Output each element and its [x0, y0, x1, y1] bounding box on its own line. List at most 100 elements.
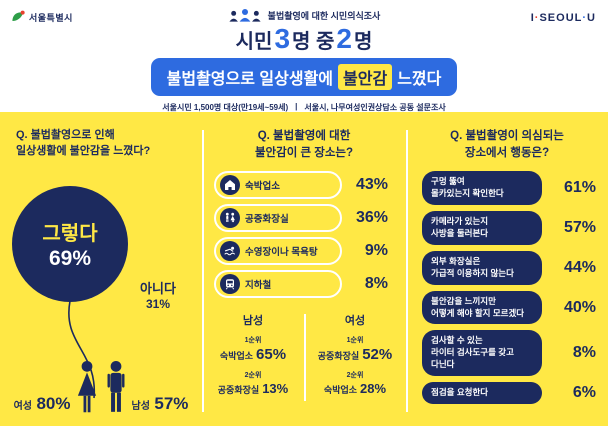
behavior-value: 44%	[563, 258, 596, 276]
headline-number-3: 3	[274, 23, 291, 54]
behavior-pill: 외부 화장실은 가급적 이용하지 않는다	[422, 250, 542, 285]
rank-value: 13%	[262, 381, 289, 397]
rank-tag: 2순위	[244, 372, 262, 380]
behavior-row: 검사할 수 있는 라이터 검사도구를 갖고 다닌다 8%	[422, 330, 596, 377]
behavior-value: 8%	[572, 344, 596, 362]
headline-suffix: 명	[353, 31, 373, 53]
survey-subtitle: 서울시민 1,500명 대상(만19세~59세) | 서울시, 나무여성인권상담…	[0, 102, 608, 113]
rank-tag: 2순위	[346, 372, 364, 380]
behavior-value: 61%	[563, 179, 596, 197]
rank-tag: 1순위	[346, 337, 364, 345]
survey-label: 불법촬영에 대한 시민의식조사	[267, 11, 381, 21]
place-label: 지하철	[245, 280, 272, 292]
headline-number-2: 2	[336, 23, 352, 54]
male-header: 남성	[242, 315, 264, 328]
question-2: Q. 불법촬영에 대한 불안감이 큰 장소는?	[254, 130, 354, 159]
place-pill: 숙박업소	[214, 171, 342, 200]
headline-prefix: 시민	[235, 31, 273, 53]
place-pill: 수영장이나 목욕탕	[214, 237, 342, 266]
male-breakdown: 남성 1순위 숙박업소 65% 2순위 공중화장실 13%	[202, 312, 304, 403]
iseoulu-u: U	[587, 12, 596, 24]
rank-label: 숙박업소	[323, 385, 358, 396]
subway-icon	[220, 274, 240, 295]
question-1: Q. 불법촬영으로 인해 일상생활에 불안감을 느꼈다?	[16, 129, 151, 157]
female-figure-icon	[77, 360, 96, 413]
female-stat: 여성 80%	[14, 394, 71, 416]
behavior-pill: 점검을 요청한다	[422, 382, 542, 405]
gender-divider	[304, 314, 306, 402]
iseoulu-dot-red: ·	[534, 12, 540, 24]
behavior-row: 구멍 뚫여 몰카있는지 확인한다 61%	[422, 171, 596, 206]
subtitle-divider: |	[295, 102, 298, 111]
column-divider-2	[406, 130, 408, 412]
male-stat: 남성 57%	[132, 394, 189, 416]
behavior-pill: 구멍 뚫여 몰카있는지 확인한다	[422, 171, 542, 206]
male-rank-1: 1순위 숙박업소 65%	[202, 335, 304, 363]
headline-mid: 명 중	[292, 31, 335, 53]
section-anxiety-places: Q. 불법촬영에 대한 불안감이 큰 장소는? 숙박업소 43%	[202, 112, 406, 426]
iseoulu-seoul: SEOUL	[539, 12, 583, 24]
yes-value: 69%	[48, 247, 92, 270]
yes-label: 그렇다	[42, 223, 98, 245]
rank-value: 28%	[360, 381, 387, 397]
female-label: 여성	[13, 401, 33, 412]
female-breakdown: 여성 1순위 공중화장실 52% 2순위 숙박업소 28%	[304, 312, 406, 403]
rank-label: 숙박업소	[219, 351, 254, 362]
behavior-row: 점검을 요청한다 6%	[422, 382, 596, 405]
banner-highlight-box: 불안감	[338, 64, 393, 90]
female-rank-2: 2순위 숙박업소 28%	[304, 370, 406, 396]
place-pill: 공중화장실	[214, 204, 342, 233]
seoul-logo-icon	[12, 10, 25, 21]
place-label: 수영장이나 목욕탕	[245, 247, 318, 259]
place-row-subway: 지하철 8%	[214, 270, 396, 299]
subtitle-source: 서울시, 나무여성인권상담소 공동 설문조사	[304, 103, 446, 112]
people-icon	[229, 9, 261, 22]
female-value: 80%	[36, 394, 71, 413]
gender-breakdown: 남성 1순위 숙박업소 65% 2순위 공중화장실 13%	[202, 312, 406, 403]
place-list: 숙박업소 43%	[214, 171, 396, 299]
behavior-pill: 불안감을 느끼지만 어떻게 해야 할지 모르겠다	[422, 290, 542, 325]
no-label: 아니다	[140, 281, 176, 296]
survey-label-row: 불법촬영에 대한 시민의식조사	[0, 0, 608, 24]
place-row-restroom: 공중화장실 36%	[214, 204, 396, 233]
rank-tag: 1순위	[244, 337, 262, 345]
behavior-value: 57%	[563, 219, 596, 237]
behavior-row: 불안감을 느끼지만 어떻게 해야 할지 모르겠다 40%	[422, 290, 596, 325]
place-label: 숙박업소	[245, 181, 280, 193]
no-value: 31%	[145, 297, 171, 311]
seoul-city-logo: 서울특별시	[10, 9, 73, 25]
restroom-icon	[220, 208, 240, 229]
place-value: 9%	[364, 242, 388, 260]
place-value: 43%	[355, 176, 388, 194]
iseoulu-i: I	[530, 12, 535, 24]
gender-figures: 여성 80%	[0, 360, 202, 416]
female-rank-1: 1순위 공중화장실 52%	[304, 335, 406, 363]
iseoulu-logo: I·SEOUL·U	[531, 12, 596, 24]
seoul-logo-text: 서울특별시	[29, 12, 73, 23]
place-value: 8%	[364, 275, 388, 293]
section-behaviors: Q. 불법촬영이 의심되는 장소에서 행동은? 구멍 뚫여 몰카있는지 확인한다…	[406, 112, 608, 426]
behavior-list: 구멍 뚫여 몰카있는지 확인한다 61% 카메라가 있는지 사방을 둘러본다 5…	[422, 171, 596, 405]
place-pill: 지하철	[214, 270, 342, 299]
behavior-value: 40%	[563, 298, 596, 316]
swim-icon	[220, 241, 240, 262]
iseoulu-dot-blue: ·	[582, 12, 588, 24]
headline: 시민3 명 중2 명	[0, 24, 608, 55]
subtitle-sample: 서울시민 1,500명 대상(만19세~59세)	[162, 103, 289, 112]
place-label: 공중화장실	[245, 214, 289, 226]
behavior-pill: 검사할 수 있는 라이터 검사도구를 갖고 다닌다	[422, 330, 542, 377]
lodging-icon	[220, 175, 240, 196]
behavior-value: 6%	[572, 384, 596, 402]
rank-label: 공중화장실	[317, 351, 360, 362]
rank-value: 52%	[362, 346, 393, 364]
rank-label: 공중화장실	[217, 385, 260, 396]
place-row-swim: 수영장이나 목욕탕 9%	[214, 237, 396, 266]
behavior-row: 카메라가 있는지 사방을 둘러본다 57%	[422, 211, 596, 245]
no-answer: 아니다 31%	[128, 278, 188, 311]
column-divider-1	[202, 130, 204, 412]
place-value: 36%	[355, 209, 388, 227]
banner-text-pre: 불법촬영으로 일상생활에	[166, 71, 334, 88]
headline-banner: 불법촬영으로 일상생활에 불안감 느꼈다	[150, 58, 458, 96]
section-anxiety-result: Q. 불법촬영으로 인해 일상생활에 불안감을 느꼈다? 그렇다 69% 아니다…	[0, 112, 202, 426]
